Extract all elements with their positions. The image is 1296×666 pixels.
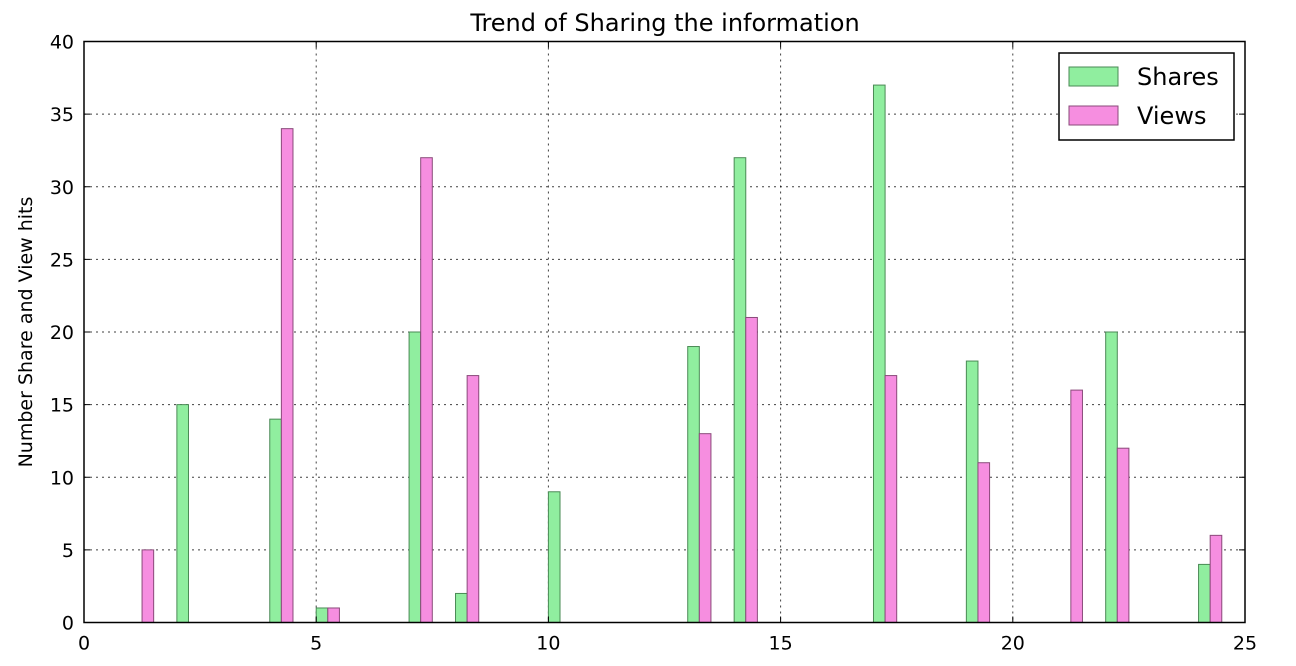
y-tick-label: 40	[50, 32, 74, 54]
bar-shares-13	[687, 346, 700, 623]
bar-shares-2	[176, 404, 189, 623]
bar-views-14	[745, 316, 758, 623]
bars	[141, 84, 1223, 624]
legend: Shares Views	[1058, 52, 1235, 141]
bar-shares-8	[455, 592, 468, 624]
x-tick-label: 15	[769, 633, 793, 655]
bar-views-22	[1116, 447, 1130, 624]
bar-views-1	[141, 549, 155, 623]
legend-label-views: Views	[1137, 102, 1206, 130]
bar-shares-5	[315, 607, 329, 623]
bar-views-19	[977, 462, 991, 623]
legend-label-shares: Shares	[1137, 63, 1219, 91]
bar-shares-7	[408, 331, 422, 623]
bar-shares-14	[733, 157, 747, 623]
bar-views-7	[420, 157, 433, 623]
bar-shares-10	[547, 491, 561, 623]
bar-shares-24	[1198, 563, 1211, 624]
y-axis-label: Number Share and View hits	[15, 197, 37, 468]
y-tick-label: 5	[62, 540, 74, 562]
y-tick-label: 25	[50, 249, 74, 271]
y-tick-label: 10	[50, 467, 74, 489]
bar-views-4	[280, 128, 294, 623]
bar-views-17	[884, 375, 898, 624]
y-tick-label: 0	[62, 613, 74, 635]
y-tick-label: 35	[50, 104, 74, 126]
bar-views-13	[698, 433, 712, 623]
x-tick-label: 5	[310, 633, 322, 655]
x-tick-label: 0	[78, 633, 90, 655]
bar-views-5	[327, 607, 340, 623]
bar-views-24	[1209, 534, 1223, 623]
x-tick-label: 10	[536, 633, 560, 655]
x-tick-label: 20	[1001, 633, 1025, 655]
y-tick-label: 20	[50, 322, 74, 344]
bar-shares-19	[965, 360, 979, 623]
bar-shares-17	[872, 84, 886, 623]
chart-title: Trend of Sharing the information	[469, 9, 859, 37]
bar-views-8	[466, 375, 480, 624]
axis-ticks: 0 5 10 15 20 25 0 5 10 15 20 25 30 35 40	[50, 32, 1257, 655]
legend-swatch-views	[1068, 105, 1119, 126]
x-tick-label: 25	[1233, 633, 1257, 655]
y-tick-label: 15	[50, 395, 74, 417]
bar-shares-4	[269, 418, 282, 623]
bar-shares-22	[1105, 331, 1118, 623]
bar-views-21	[1070, 389, 1083, 623]
legend-swatch-shares	[1068, 66, 1119, 87]
y-tick-label: 30	[50, 177, 74, 199]
